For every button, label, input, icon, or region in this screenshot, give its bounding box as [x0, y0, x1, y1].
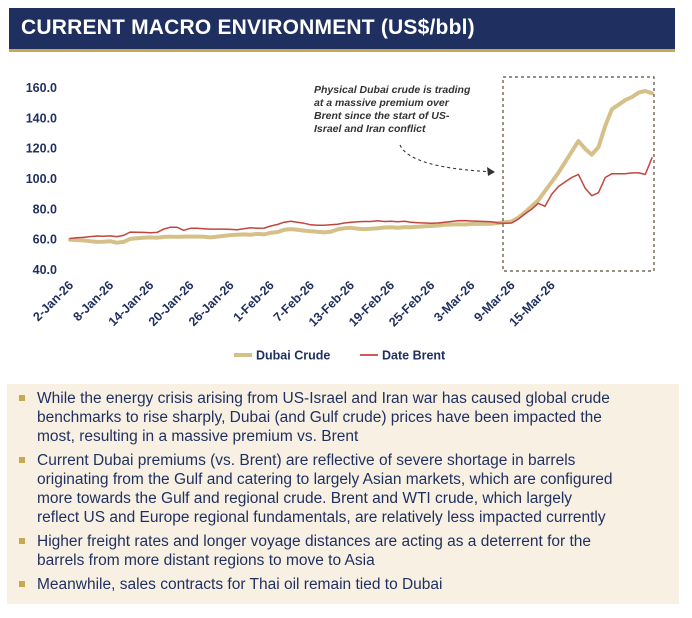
annotation-arrow: [399, 144, 496, 173]
y-tick-label: 80.0: [33, 202, 57, 216]
note-line: Current Dubai premiums (vs. Brent) are r…: [37, 452, 576, 469]
note-bullet-item: Current Dubai premiums (vs. Brent) are r…: [17, 451, 669, 527]
y-tick-label: 160.0: [26, 81, 57, 95]
note-bullet-item: While the energy crisis arising from US-…: [17, 389, 669, 446]
y-tick-label: 60.0: [33, 233, 57, 247]
note-bullet-item: Higher freight rates and longer voyage d…: [17, 532, 669, 570]
bullet-square-icon: [19, 457, 25, 463]
chart-axes: 160.0 140.0 120.0 100.0 80.0 60.0 40.02-Jan-26…: [26, 81, 558, 329]
note-line: most, resulting in a massive premium vs.…: [37, 428, 359, 445]
chart-legend: Dubai Crude Date Brent: [234, 349, 446, 363]
annotation-text-line: at a massive premium over: [314, 97, 450, 109]
note-bullet-item: Meanwhile, sales contracts for Thai oil …: [17, 575, 669, 594]
legend-label-dubai: Dubai Crude: [256, 349, 330, 363]
y-tick-label: 120.0: [26, 142, 57, 156]
price-chart: 160.0 140.0 120.0 100.0 80.0 60.0 40.02-Jan-26…: [26, 76, 655, 363]
series-line-dubai-crude: [68, 89, 654, 245]
y-tick-label: 100.0: [26, 172, 57, 186]
series-line-date-brent: [69, 157, 653, 240]
notes-box: While the energy crisis arising from US-…: [7, 384, 679, 604]
annotation-text-line: Israel and Iran conflict: [314, 123, 426, 135]
bullet-square-icon: [19, 395, 25, 401]
note-line: reflect US and Europe regional fundament…: [37, 509, 606, 526]
note-line: While the energy crisis arising from US-…: [37, 390, 610, 407]
title-bar: CURRENT MACRO ENVIRONMENT (US$/bbl): [9, 8, 675, 52]
x-tick-label: 3-Mar-26: [431, 278, 477, 324]
note-line: originating from the Gulf and catering t…: [37, 471, 613, 488]
x-tick-label: 1-Feb-26: [231, 278, 277, 324]
note-line: more towards the Gulf and regional crude…: [37, 490, 573, 507]
x-tick-label: 2-Jan-26: [30, 278, 76, 324]
legend-label-brent: Date Brent: [382, 349, 446, 363]
bullet-square-icon: [19, 538, 25, 544]
annotation-text-line: Physical Dubai crude is trading: [314, 84, 471, 96]
note-line: Higher freight rates and longer voyage d…: [37, 533, 592, 550]
note-line: Meanwhile, sales contracts for Thai oil …: [37, 576, 443, 593]
annotation-text-line: Brent since the start of US-: [314, 110, 450, 122]
note-line: barrels from more distant regions to mov…: [37, 552, 375, 569]
bullet-square-icon: [19, 581, 25, 587]
page-title: CURRENT MACRO ENVIRONMENT (US$/bbl): [21, 16, 475, 39]
annotation-arrowhead: [487, 167, 495, 176]
chart-series: [68, 89, 654, 245]
y-tick-label: 140.0: [26, 111, 57, 125]
highlight-box: [502, 76, 655, 272]
note-line: benchmarks to rise sharply, Dubai (and G…: [37, 409, 602, 426]
y-tick-label: 40.0: [33, 263, 57, 277]
